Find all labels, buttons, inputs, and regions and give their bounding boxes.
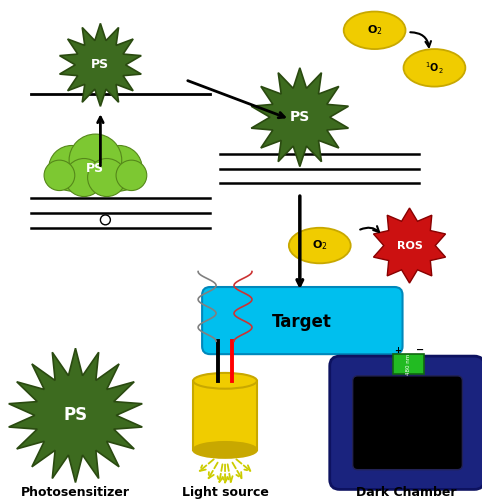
Text: PS: PS: [86, 162, 104, 175]
Text: PS: PS: [63, 406, 87, 424]
Text: PS: PS: [290, 110, 310, 124]
Text: Dark Chamber: Dark Chamber: [356, 486, 457, 499]
Circle shape: [87, 158, 126, 196]
Circle shape: [100, 215, 111, 225]
Text: Target: Target: [272, 312, 332, 330]
Polygon shape: [9, 348, 142, 482]
Text: ROS: ROS: [397, 240, 423, 250]
Bar: [393, 354, 425, 374]
Ellipse shape: [193, 373, 257, 388]
Ellipse shape: [344, 12, 406, 49]
Ellipse shape: [403, 49, 465, 86]
Ellipse shape: [289, 228, 351, 264]
Text: −: −: [416, 345, 425, 355]
Polygon shape: [373, 208, 445, 283]
FancyBboxPatch shape: [330, 356, 483, 490]
Ellipse shape: [193, 442, 257, 458]
Circle shape: [96, 146, 142, 191]
Circle shape: [49, 146, 95, 191]
Circle shape: [44, 160, 75, 190]
Text: $^1$O$_2$: $^1$O$_2$: [425, 60, 444, 76]
Text: PS: PS: [91, 58, 110, 71]
Text: Light source: Light source: [182, 486, 269, 499]
Text: Photosensitizer: Photosensitizer: [21, 486, 130, 499]
Polygon shape: [251, 68, 348, 166]
Polygon shape: [59, 24, 141, 106]
Bar: [193, 381, 257, 450]
FancyBboxPatch shape: [353, 376, 462, 470]
FancyBboxPatch shape: [202, 287, 402, 354]
Text: O$_2$: O$_2$: [367, 24, 383, 37]
Circle shape: [69, 134, 122, 186]
Text: O$_2$: O$_2$: [312, 238, 327, 252]
Text: 480 nm: 480 nm: [406, 354, 411, 374]
Circle shape: [116, 160, 147, 190]
Text: +: +: [394, 346, 401, 354]
Circle shape: [65, 158, 103, 196]
